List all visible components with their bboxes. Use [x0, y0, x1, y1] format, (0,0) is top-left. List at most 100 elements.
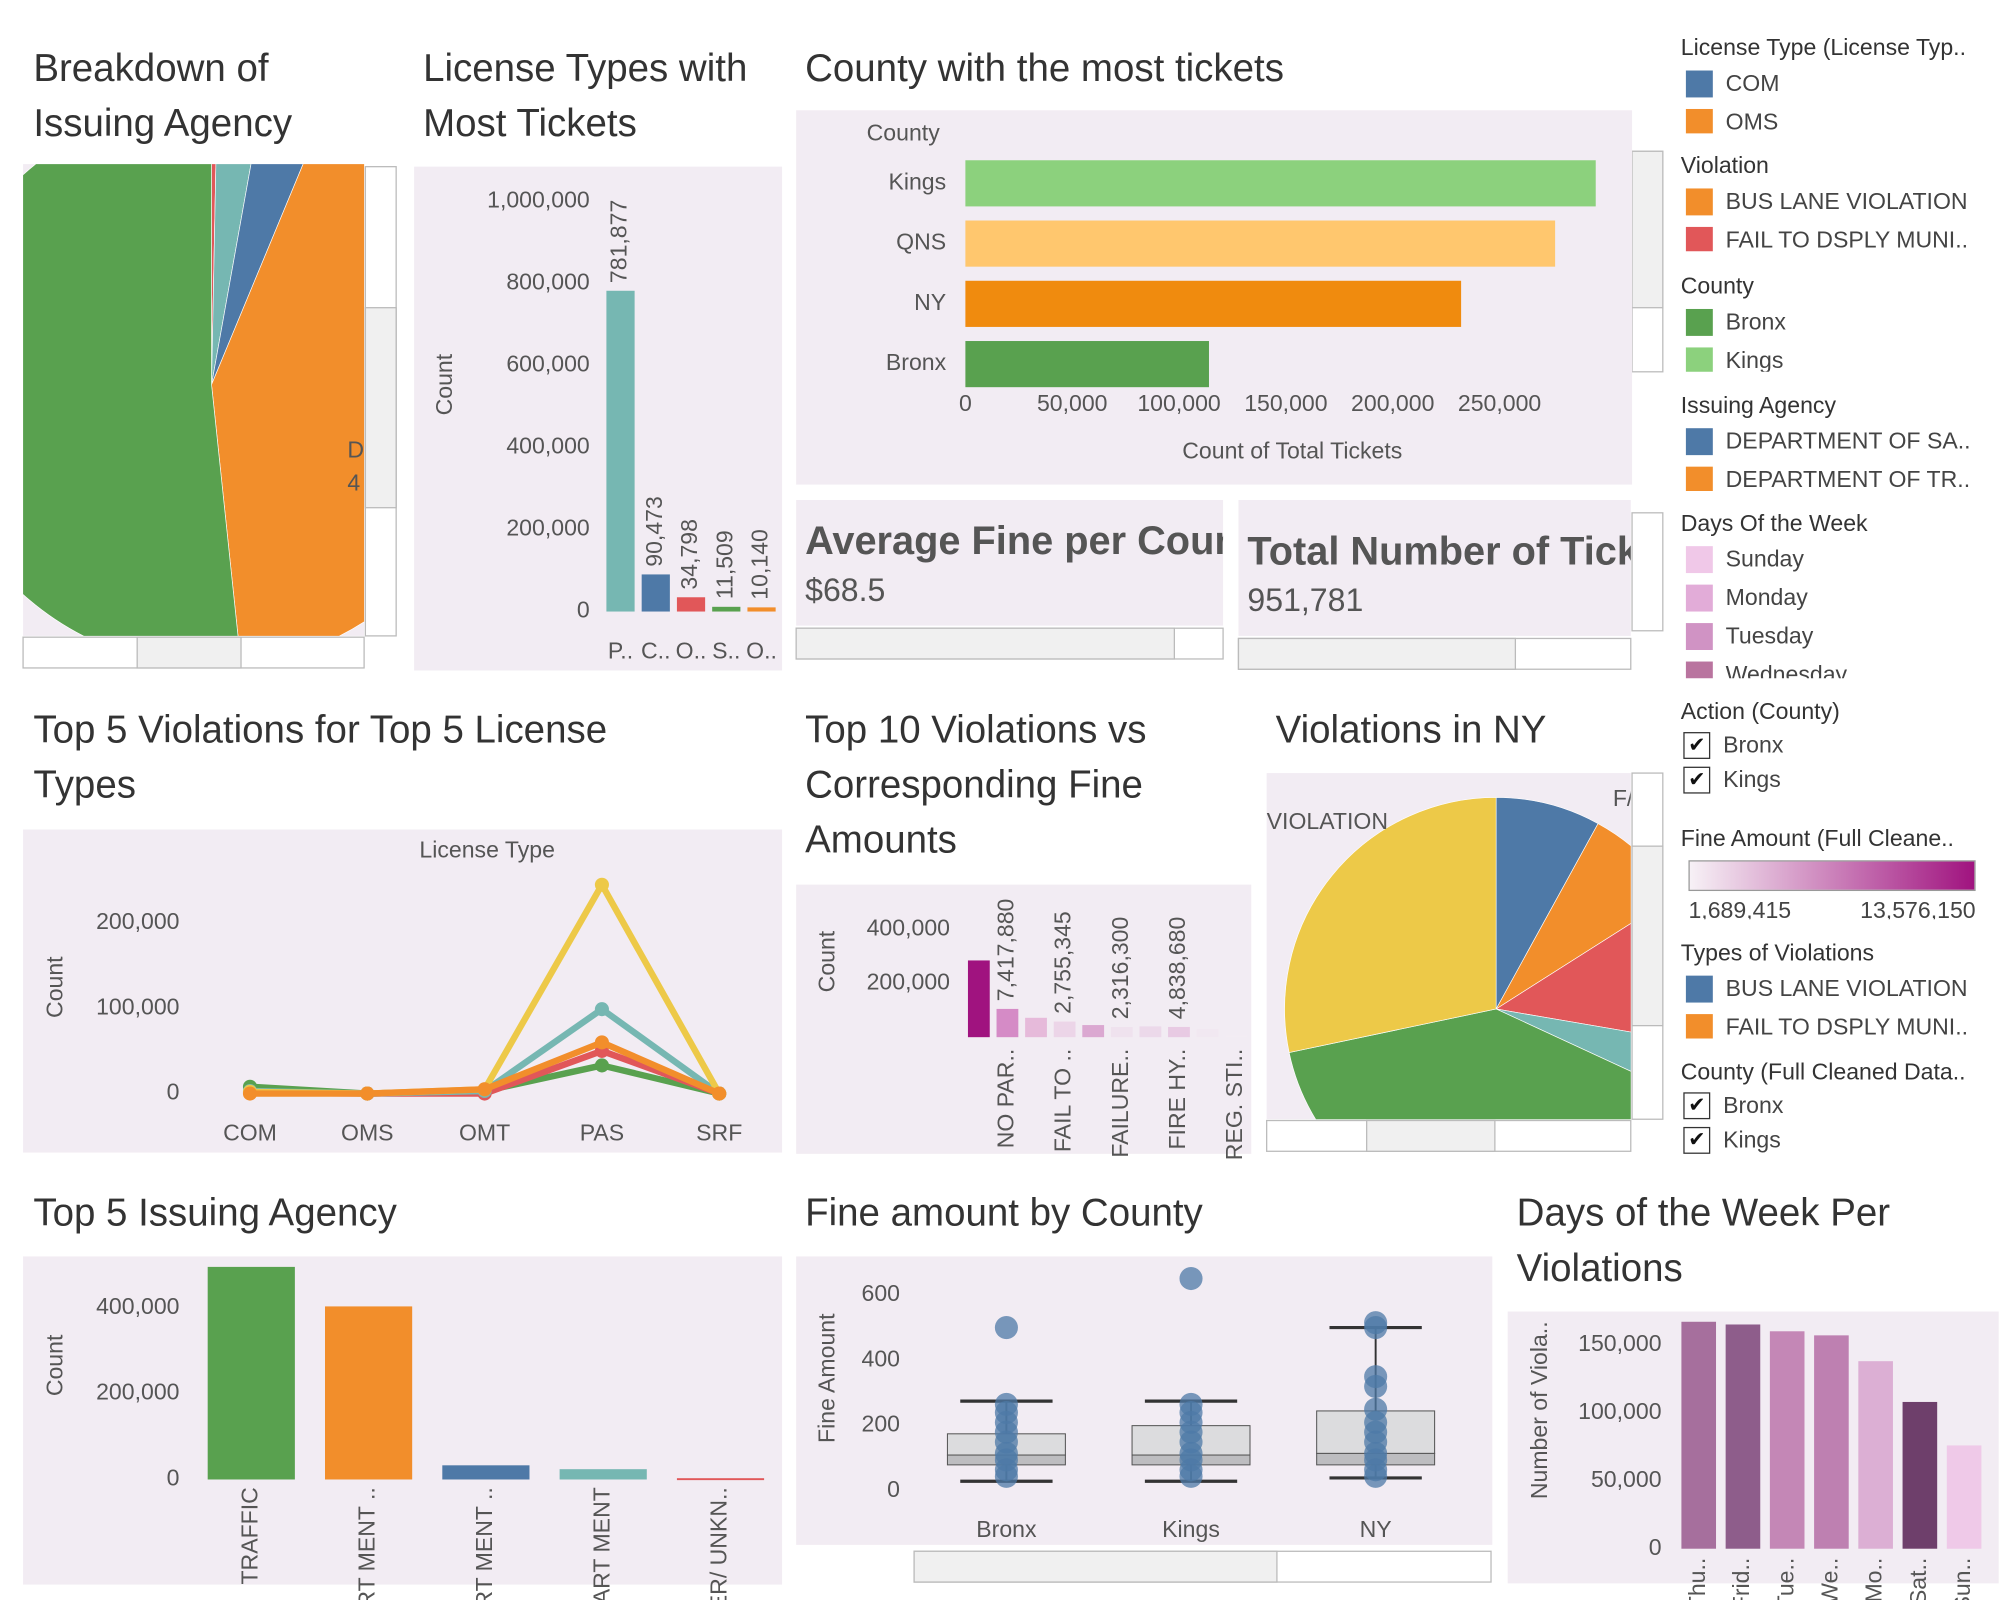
- legend-item: Bronx: [1681, 303, 1996, 341]
- x-tick-label: Kings: [1162, 1516, 1220, 1542]
- fine-label: 7,417,880: [993, 899, 1019, 1002]
- bar: [1082, 1025, 1105, 1038]
- x-tick-label: NO PAR..: [993, 1049, 1019, 1149]
- x-tick-label: FAIL TO ..: [1050, 1049, 1076, 1152]
- scroll-thumb[interactable]: [1631, 150, 1664, 309]
- kpi: Total Number of Tick 951,781: [1247, 529, 1630, 618]
- panel: [1238, 499, 1631, 636]
- bar: [1858, 1361, 1893, 1549]
- y-tick-label: Bronx: [886, 349, 947, 375]
- filter-item[interactable]: ✔ Bronx: [1681, 1088, 1996, 1123]
- x-tick-label: Bronx: [976, 1516, 1037, 1542]
- scroll-thumb[interactable]: [1237, 637, 1517, 670]
- checkbox[interactable]: ✔: [1683, 1092, 1711, 1120]
- point: [594, 877, 609, 892]
- x-tick-label: O..: [746, 638, 777, 664]
- value-label: 781,877: [606, 200, 632, 283]
- bar: [1196, 1029, 1219, 1038]
- y-tick-label: 100,000: [96, 993, 179, 1019]
- chart-box: 0 200 400 600 Fine Amount Bronx Kings NY: [796, 1256, 1493, 1545]
- legend-item: Monday: [1681, 578, 1996, 616]
- x-tick-label: OTHER/ UNKN..: [706, 1487, 732, 1600]
- x-tick-label: Tue..: [1772, 1558, 1798, 1600]
- point: [1364, 1374, 1388, 1398]
- slice-label: F/: [1613, 785, 1634, 811]
- y-tick-label: 200: [862, 1411, 900, 1437]
- bar: [1110, 1026, 1133, 1038]
- legend-item: COM: [1681, 64, 1996, 102]
- bar: [1053, 1021, 1076, 1038]
- legend-item: DEPARTMENT OF SA..: [1681, 422, 1996, 460]
- ramp-label: 1,689,415: [1688, 897, 1792, 920]
- bar: [1025, 1017, 1047, 1038]
- panel: [23, 829, 783, 1153]
- bar: [641, 574, 670, 612]
- fine-label: 2,316,300: [1107, 917, 1133, 1020]
- legend-title: Days Of the Week: [1680, 510, 1868, 536]
- kpi-value: 951,781: [1247, 582, 1363, 618]
- y-tick-label: 50,000: [1591, 1466, 1662, 1492]
- y-tick-label: 0: [167, 1079, 180, 1105]
- scroll-thumb[interactable]: [136, 636, 242, 669]
- legend-item: BUS LANE VIOLATION: [1681, 182, 1996, 220]
- point: [360, 1086, 375, 1101]
- bar: [207, 1266, 295, 1480]
- filter-item[interactable]: ✔ Kings: [1681, 763, 1996, 798]
- y-tick-label: 1,000,000: [487, 186, 590, 212]
- panel: [796, 884, 1252, 1154]
- x-tick-label: Mo..: [1861, 1558, 1887, 1600]
- scroll-thumb[interactable]: [364, 307, 397, 509]
- value-label: 10,140: [747, 529, 773, 600]
- legend-swatch: [1685, 226, 1713, 252]
- y-tick-label: 200,000: [96, 1379, 179, 1405]
- legend-label: Sunday: [1725, 545, 1804, 572]
- legend-item: BUS LANE VIOLATION: [1681, 969, 1996, 1007]
- kpi-title: Average Fine per Coun: [805, 519, 1238, 563]
- scroll-thumb[interactable]: [795, 627, 1175, 660]
- chart-title: Breakdown of Issuing Agency: [33, 47, 293, 145]
- point: [1179, 1464, 1203, 1488]
- pie-slice: [1495, 923, 1631, 1033]
- bar: [965, 280, 1462, 327]
- legend: Fine Amount (Full Cleane.. 1,689,415 13,57…: [1681, 822, 1996, 932]
- filter-item[interactable]: ✔ Bronx: [1681, 728, 1996, 763]
- bar: [1769, 1331, 1805, 1549]
- scrollbar[interactable]: [1631, 512, 1664, 632]
- bar: [676, 597, 706, 612]
- checkbox[interactable]: ✔: [1683, 1126, 1711, 1154]
- bar: [965, 341, 1209, 388]
- legend-item: OMS: [1681, 103, 1996, 134]
- x-tick-label: 0: [959, 390, 972, 416]
- pie: D4: [23, 164, 365, 636]
- legend-title: Violation: [1680, 152, 1769, 179]
- x-tick-label: REG. STI..: [1221, 1049, 1247, 1160]
- chart-title: Top 5 Violations for Top 5 License Types: [33, 708, 608, 807]
- y-tick-label: 100,000: [1578, 1398, 1661, 1424]
- checkbox[interactable]: ✔: [1683, 766, 1711, 794]
- point: [594, 1035, 609, 1050]
- x-tick-label: O..: [676, 638, 707, 664]
- value-label: 34,798: [676, 519, 702, 590]
- bar: [747, 607, 776, 612]
- legend-label: FAIL TO DSPLY MUNI..: [1725, 1013, 1969, 1039]
- scroll-thumb[interactable]: [1631, 845, 1664, 1027]
- y-tick-label: 400,000: [867, 915, 950, 941]
- y-tick-label: 0: [1649, 1534, 1662, 1560]
- pie-slice: [211, 164, 304, 385]
- slice-label: D: [347, 436, 364, 462]
- legend-title: Issuing Agency: [1680, 392, 1836, 418]
- slice-label: 4: [347, 470, 360, 496]
- legend-swatch: [1685, 974, 1713, 1002]
- bar: [712, 606, 741, 612]
- panel: [414, 166, 783, 671]
- y-axis-title: Number of Viola..: [1526, 1321, 1552, 1499]
- chart-title: License Types with Most Tickets: [423, 47, 748, 145]
- legend-title: License Type: [419, 836, 554, 862]
- filter-item[interactable]: ✔ Kings: [1681, 1123, 1996, 1155]
- scroll-thumb[interactable]: [913, 1550, 1278, 1583]
- checkbox[interactable]: ✔: [1683, 732, 1711, 759]
- scroll-thumb[interactable]: [1366, 1119, 1496, 1152]
- legend-swatch: [1685, 346, 1713, 372]
